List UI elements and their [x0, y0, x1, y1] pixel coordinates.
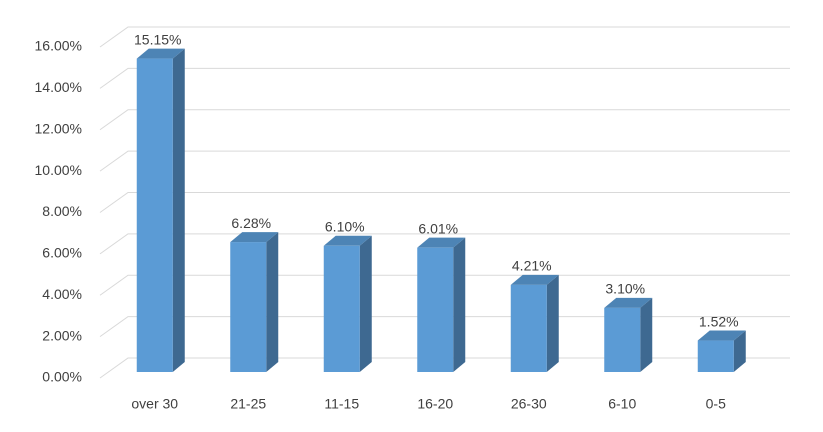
x-tick-label: over 30 — [131, 396, 178, 412]
data-label: 15.15% — [134, 31, 181, 47]
bar — [510, 284, 547, 372]
grid-line — [99, 26, 790, 48]
bar-top — [604, 297, 653, 308]
data-label: 3.10% — [605, 281, 645, 297]
grid-line — [99, 67, 790, 89]
data-label: 6.01% — [418, 220, 458, 236]
bar — [417, 247, 454, 372]
bar-top — [510, 274, 559, 285]
bar-side — [546, 274, 559, 372]
bar-top — [230, 232, 279, 243]
grid-line — [99, 150, 790, 172]
bar-top — [697, 330, 746, 341]
grid-line — [99, 274, 790, 296]
data-label: 4.21% — [512, 258, 552, 274]
bar-side — [453, 237, 466, 372]
bar-top — [323, 235, 372, 246]
bar — [697, 340, 734, 372]
bar — [323, 245, 360, 372]
y-tick-label: 4.00% — [42, 286, 82, 302]
x-tick-label: 6-10 — [608, 396, 636, 412]
bar-side — [640, 297, 653, 372]
bar — [604, 307, 641, 372]
x-tick-label: 16-20 — [417, 396, 453, 412]
y-tick-label: 6.00% — [42, 245, 82, 261]
y-tick-label: 0.00% — [42, 369, 82, 385]
grid-line — [99, 357, 790, 379]
grid-line — [99, 192, 790, 213]
x-tick-label: 21-25 — [230, 396, 266, 412]
bar-top — [136, 48, 185, 59]
y-tick-label: 2.00% — [42, 327, 82, 343]
grid-line — [99, 316, 790, 338]
y-tick-label: 10.00% — [35, 162, 82, 178]
x-tick-label: 11-15 — [324, 396, 359, 412]
y-tick-label: 16.00% — [35, 38, 82, 54]
x-tick-label: 26-30 — [511, 396, 547, 412]
bar-side — [266, 232, 279, 372]
y-tick-label: 8.00% — [42, 203, 82, 219]
y-tick-label: 14.00% — [35, 79, 82, 95]
bar — [230, 242, 267, 372]
grid-line — [99, 233, 790, 255]
y-tick-label: 12.00% — [35, 120, 82, 136]
data-label: 6.10% — [325, 219, 365, 235]
data-label: 1.52% — [699, 313, 739, 329]
bar-side — [733, 330, 746, 372]
bar-side — [359, 235, 372, 372]
bar — [136, 58, 173, 372]
bar-top — [417, 237, 466, 248]
data-label: 6.28% — [231, 215, 271, 231]
x-tick-label: 0-5 — [706, 396, 726, 412]
grid-line — [99, 109, 790, 131]
bar-side — [172, 48, 185, 372]
